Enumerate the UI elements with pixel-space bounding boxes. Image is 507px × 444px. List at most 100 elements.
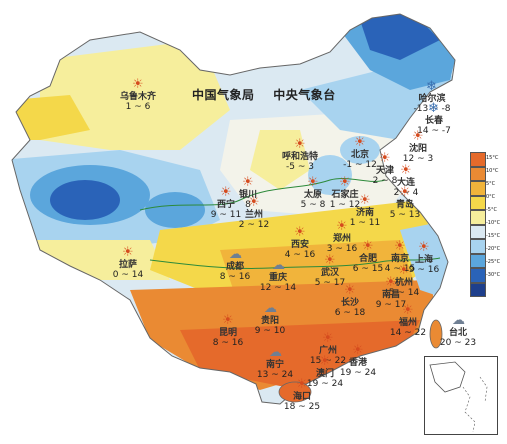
yangtze-river — [149, 257, 441, 269]
city-name: 长春 — [424, 116, 443, 126]
city-temperature: 14 ~ 22 — [389, 328, 427, 338]
hainan-island — [278, 381, 312, 403]
weather-cloud-icon: ☁ — [264, 301, 277, 316]
weather-cloud-icon: ☁ — [272, 258, 285, 273]
legend-label: -20°C — [486, 246, 501, 252]
weather-snow-icon: ❄ — [428, 101, 439, 116]
city-temperature: 8 — [245, 200, 251, 210]
weather-sun-icon: ☀ — [359, 193, 371, 208]
city-name: 广州 — [318, 346, 337, 356]
city-name: 南京 — [390, 254, 409, 264]
city-temperature: 1 ~ 6 — [125, 102, 151, 112]
weather-sun-icon: ☀ — [354, 135, 366, 150]
legend-label: 15°C — [486, 155, 499, 161]
city-temperature: 8 ~ 16 — [212, 338, 244, 348]
city-name: 福州 — [398, 318, 417, 328]
legend-swatch — [470, 195, 486, 210]
city-temperature: 3 ~ 16 — [326, 244, 358, 254]
city-name: 呼和浩特 — [281, 152, 318, 162]
city-forecast: 香港 19 ~ 24 — [338, 358, 378, 378]
city-forecast: 兰州 2 ~ 12 — [234, 210, 274, 230]
center-name: 中央气象台 — [273, 88, 336, 102]
weather-sun-icon: ☀ — [339, 175, 351, 190]
city-temperature: 12 ~ 3 — [402, 154, 434, 164]
country-border — [11, 13, 456, 405]
legend-label: -5°C — [486, 207, 497, 213]
city-temperature: 9 ~ 11 — [210, 210, 242, 220]
city-name: 兰州 — [244, 210, 263, 220]
city-temperature: 8 ~ 16 — [219, 272, 251, 282]
legend-swatch — [470, 152, 486, 167]
legend-label: 5°C — [486, 181, 496, 187]
city-temperature: 19 ~ 24 — [306, 379, 344, 389]
weather-sun-icon: ☀ — [400, 163, 412, 178]
city-forecast: 沈阳 12 ~ 3 — [398, 144, 438, 164]
city-name: 杭州 — [394, 278, 413, 288]
city-forecast: 大连 2 ~ 4 — [386, 178, 426, 198]
city-name: 上海 — [414, 255, 433, 265]
city-temperature: 5 ~ 13 — [389, 210, 421, 220]
legend-label: 10°C — [486, 168, 499, 174]
weather-sun-icon: ☀ — [385, 275, 397, 290]
legend-swatch — [470, 239, 486, 254]
weather-sun-icon: ☀ — [336, 219, 348, 234]
weather-sun-icon: ☀ — [418, 240, 430, 255]
city-temperature: 5 ~ 14 — [388, 288, 420, 298]
city-name: 长沙 — [340, 298, 359, 308]
weather-sun-icon: ☀ — [399, 185, 411, 200]
city-forecast: 西宁 9 ~ 11 — [206, 200, 246, 220]
legend-swatch — [470, 224, 486, 239]
city-temperature: -5 ~ 3 — [286, 162, 314, 172]
city-name: 济南 — [355, 208, 374, 218]
city-forecast: 合肥 6 ~ 15 — [348, 254, 388, 274]
city-temperature: 2 ~ 8 — [372, 176, 398, 186]
city-forecast: 澳门 19 ~ 24 — [305, 369, 345, 389]
city-name: 海口 — [292, 392, 311, 402]
city-temperature: 19 ~ 24 — [339, 368, 377, 378]
city-temperature: 9 ~ 16 — [408, 265, 440, 275]
weather-cloud-icon: ☁ — [269, 345, 282, 360]
city-temperature: 14 ~ -7 — [417, 126, 451, 136]
legend-label: -30°C — [486, 272, 501, 278]
city-name: 台北 — [448, 328, 467, 338]
weather-sun-icon: ☀ — [362, 239, 374, 254]
city-name: 郑州 — [332, 234, 351, 244]
weather-sun-icon: ☀ — [248, 195, 260, 210]
city-name: 成都 — [225, 262, 244, 272]
south-china-sea-inset — [424, 356, 498, 435]
city-forecast: 哈尔滨 -13 ~ -8 — [412, 94, 452, 114]
legend-swatch — [470, 166, 486, 181]
city-forecast: 北京 -1 ~ 12 — [340, 150, 380, 170]
city-name: 拉萨 — [118, 260, 137, 270]
city-forecast: 南宁 13 ~ 24 — [255, 360, 295, 380]
legend-swatch — [470, 268, 486, 283]
weather-sun-icon: ☀ — [132, 77, 144, 92]
city-name: 哈尔滨 — [418, 94, 446, 104]
city-forecast: 重庆 12 ~ 14 — [258, 273, 298, 293]
city-temperature: -13 ~ -8 — [413, 104, 451, 114]
city-temperature: 4 ~ 15 — [384, 264, 416, 274]
weather-sun-icon: ☀ — [402, 303, 414, 318]
city-name: 西安 — [290, 240, 309, 250]
city-forecast: 太原 5 ~ 8 — [293, 190, 333, 210]
weather-sun-icon: ☀ — [379, 151, 391, 166]
city-forecast: 上海 9 ~ 16 — [404, 255, 444, 275]
weather-sun-icon: ☀ — [294, 225, 306, 240]
weather-cloud-icon: ☁ — [452, 313, 465, 328]
city-forecast: 杭州 5 ~ 14 — [384, 278, 424, 298]
city-forecast: 昆明 8 ~ 16 — [208, 328, 248, 348]
city-forecast: 台北 20 ~ 23 — [438, 328, 478, 348]
city-forecast: 石家庄 1 ~ 12 — [325, 190, 365, 210]
city-temperature: 9 ~ 10 — [254, 326, 286, 336]
city-temperature: 18 ~ 25 — [283, 402, 321, 412]
city-forecast: 海口 18 ~ 25 — [282, 392, 322, 412]
city-forecast: 贵阳 9 ~ 10 — [250, 316, 290, 336]
legend-label: -15°C — [486, 233, 501, 239]
city-forecast: 济南 1 ~ 11 — [345, 208, 385, 228]
temperature-legend — [470, 152, 486, 297]
map-header: 中国气象局 中央气象台 — [192, 86, 350, 103]
city-forecast: 广州 15 ~ 22 — [308, 346, 348, 366]
